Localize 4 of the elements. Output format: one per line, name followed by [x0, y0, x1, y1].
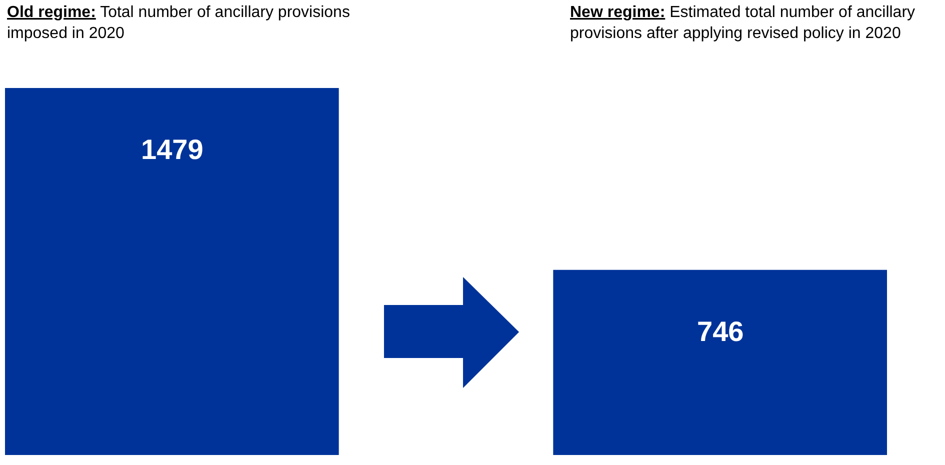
x-tick-label: New regime: Estimated total number of ancillary provisions after applying revised policy in 2020 — [570, 4, 916, 42]
data-label: 746 — [697, 316, 744, 347]
data-label: 1479 — [141, 134, 204, 165]
x-tick-label: Old regime: Total number of ancillary provisions imposed in 2020 — [7, 4, 350, 42]
